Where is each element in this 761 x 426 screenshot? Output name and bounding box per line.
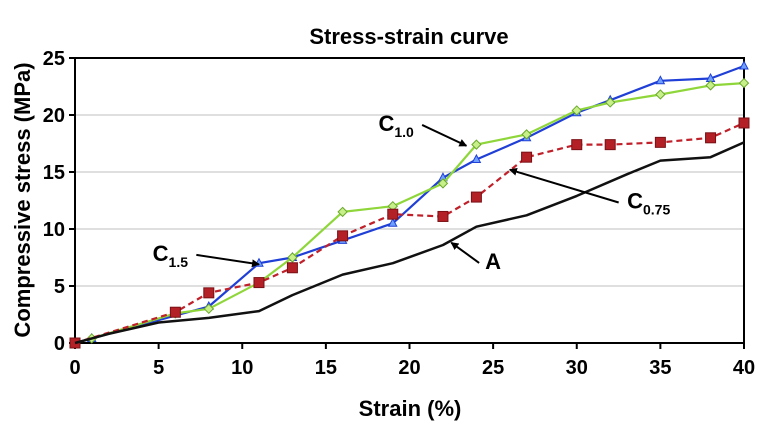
x-tick-label: 35 xyxy=(649,357,671,379)
y-tick-label: 0 xyxy=(54,333,65,355)
x-axis-ticks: 0 5 10 15 20 25 30 35 40 xyxy=(69,343,755,379)
x-axis-label: Strain (%) xyxy=(359,396,462,421)
x-tick-label: 10 xyxy=(231,357,253,379)
annotation-label: C1.0 xyxy=(378,111,414,140)
annotation-c1-5: C1.5 xyxy=(153,241,260,270)
annotation-label: A xyxy=(485,249,501,274)
data-point xyxy=(655,75,666,85)
annotation-arrow xyxy=(450,241,480,264)
chart-title: Stress-strain curve xyxy=(309,24,508,49)
data-point xyxy=(471,153,482,163)
data-point xyxy=(387,217,398,227)
series-group xyxy=(69,60,750,349)
x-tick-label: 0 xyxy=(69,357,80,379)
annotation-group: C1.0 C1.5 C0.75 A xyxy=(153,111,671,274)
data-point xyxy=(203,303,215,315)
annotation-c1-0: C1.0 xyxy=(378,111,468,147)
y-axis-ticks: 0 5 10 15 20 25 xyxy=(43,48,75,355)
annotation-label: C0.75 xyxy=(627,188,670,217)
annotation-label: C1.5 xyxy=(153,241,189,270)
x-tick-label: 40 xyxy=(733,357,755,379)
data-point xyxy=(571,105,582,116)
data-point xyxy=(437,178,449,189)
data-point xyxy=(604,139,616,151)
data-point xyxy=(286,262,298,274)
data-point xyxy=(437,210,449,222)
data-point xyxy=(604,97,616,108)
x-tick-label: 30 xyxy=(566,357,588,379)
data-point xyxy=(203,287,215,299)
series-c0-75 xyxy=(69,117,750,349)
annotation-arrow xyxy=(421,124,468,147)
y-tick-label: 5 xyxy=(54,276,65,298)
data-point xyxy=(521,151,533,163)
y-tick-label: 20 xyxy=(43,105,65,127)
data-point xyxy=(287,252,298,263)
y-tick-label: 10 xyxy=(43,219,65,241)
y-tick-label: 15 xyxy=(43,162,65,184)
data-point xyxy=(521,129,532,140)
y-tick-label: 25 xyxy=(43,48,65,70)
x-tick-label: 5 xyxy=(153,357,164,379)
data-point xyxy=(169,306,181,318)
x-tick-label: 20 xyxy=(398,357,420,379)
annotation-arrow xyxy=(508,167,619,204)
series-line-a xyxy=(74,141,745,345)
data-point xyxy=(739,60,749,70)
data-point xyxy=(253,277,265,289)
gridlines xyxy=(75,114,744,287)
annotation-arrow xyxy=(196,253,260,268)
data-point xyxy=(705,80,716,91)
data-point xyxy=(337,230,349,242)
data-point xyxy=(470,191,482,203)
y-axis-label: Compressive stress (MPa) xyxy=(10,62,35,337)
data-point xyxy=(655,89,666,100)
data-point xyxy=(705,132,717,144)
data-point xyxy=(337,206,348,218)
x-tick-label: 15 xyxy=(315,357,337,379)
annotation-c0-75: C0.75 xyxy=(508,167,670,217)
annotation-a: A xyxy=(450,241,501,274)
data-point xyxy=(571,139,583,151)
data-point xyxy=(471,139,482,150)
data-point xyxy=(738,117,750,129)
data-point xyxy=(654,136,666,148)
series-line-c1-5 xyxy=(74,82,745,345)
series-a xyxy=(74,141,745,345)
data-point xyxy=(387,208,399,220)
data-point xyxy=(738,77,750,89)
x-tick-label: 25 xyxy=(482,357,504,379)
